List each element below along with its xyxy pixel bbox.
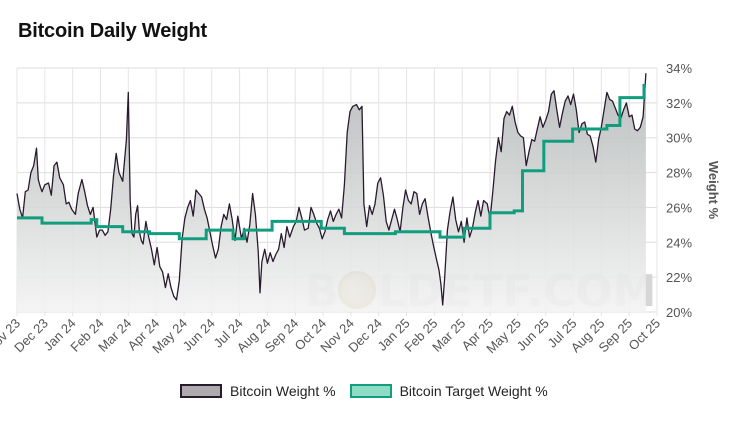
legend-label-target: Bitcoin Target Weight % <box>399 383 548 399</box>
y-tick-label: 20% <box>666 305 692 320</box>
legend-swatch-weight <box>180 384 222 398</box>
y-tick-label: 34% <box>666 61 692 76</box>
weight-area-fill <box>17 73 646 312</box>
x-tick-label: Jun 24 <box>180 316 218 354</box>
chart-title: Bitcoin Daily Weight <box>18 20 207 42</box>
target-weight-line <box>17 83 646 241</box>
y-tick-label: 28% <box>666 166 692 181</box>
y-axis-label: Weight % <box>706 161 721 220</box>
x-tick-label: Jun 25 <box>514 316 552 354</box>
legend-swatch-target <box>349 384 392 398</box>
x-tick-label: Oct 25 <box>625 316 663 354</box>
weight-line <box>16 73 647 306</box>
target-step-line <box>17 83 646 241</box>
legend-item-target[interactable]: Bitcoin Target Weight % <box>349 383 548 399</box>
y-tick-label: 30% <box>666 131 692 146</box>
y-tick-label: 32% <box>666 96 692 111</box>
y-tick-label: 24% <box>666 235 692 250</box>
y-tick-label: 22% <box>666 270 692 285</box>
legend: Bitcoin Weight % Bitcoin Target Weight % <box>180 383 562 399</box>
y-tick-label: 26% <box>666 200 692 215</box>
weight-area <box>16 73 647 312</box>
legend-label-weight: Bitcoin Weight % <box>230 383 336 399</box>
legend-item-weight[interactable]: Bitcoin Weight % <box>180 383 336 399</box>
y-axis: 20% 22% 24% 26% 28% 30% 32% 34% <box>666 61 692 320</box>
